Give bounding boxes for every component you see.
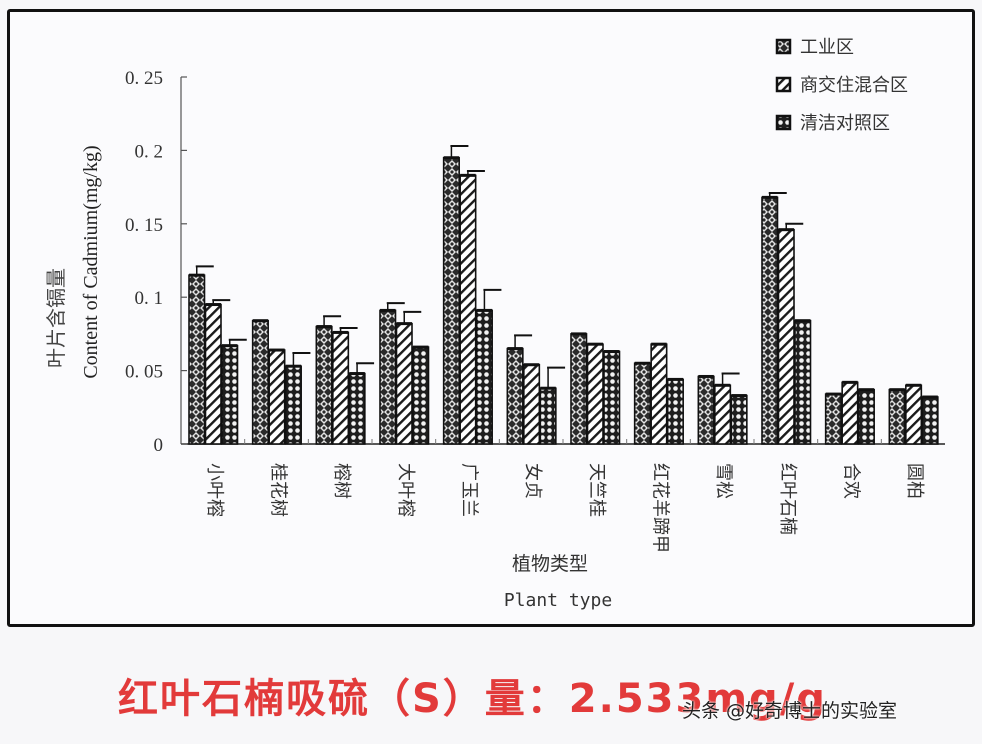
- bar: [857, 388, 875, 445]
- x-tick-label: 合欢: [841, 463, 862, 499]
- bar: [188, 274, 206, 445]
- bar: [475, 309, 493, 445]
- legend-label: 工业区: [800, 37, 854, 58]
- watermark: 头条 @好奇博士的实验室: [682, 700, 898, 722]
- y-tick-label: 0. 25: [125, 68, 163, 89]
- bar: [761, 196, 779, 445]
- bar: [586, 343, 604, 445]
- y-tick-label: 0. 1: [135, 288, 164, 309]
- y-axis-title-en: Content of Cadmium(mg/kg): [80, 145, 102, 378]
- bar: [442, 156, 460, 445]
- bar: [395, 322, 413, 445]
- legend-label: 商交住混合区: [800, 75, 908, 96]
- x-axis-title-zh: 植物类型: [512, 553, 588, 575]
- bar: [714, 384, 732, 445]
- bar: [204, 303, 222, 445]
- x-tick-label: 红花羊蹄甲: [650, 463, 671, 553]
- x-tick-label: 榕树: [331, 463, 352, 499]
- bar: [284, 365, 302, 445]
- x-tick-label: 圆柏: [904, 463, 925, 499]
- bar: [268, 349, 286, 445]
- x-tick-label: 大叶榕: [395, 463, 416, 517]
- bar: [905, 384, 923, 445]
- bar: [841, 381, 859, 445]
- legend-label: 清洁对照区: [800, 113, 890, 134]
- bar: [921, 396, 939, 445]
- y-tick-label: 0. 05: [125, 362, 163, 383]
- bar: [730, 394, 748, 445]
- bar: [539, 387, 557, 445]
- bar: [603, 350, 621, 445]
- bar: [412, 346, 430, 445]
- x-tick-label: 女贞: [522, 463, 543, 499]
- bar: [459, 174, 477, 445]
- y-tick-label: 0. 15: [125, 215, 163, 236]
- y-tick-label: 0: [154, 435, 164, 456]
- bar: [506, 347, 524, 445]
- bar: [777, 228, 795, 445]
- bar: [348, 372, 366, 445]
- legend-swatch: [775, 38, 792, 55]
- bar: [221, 344, 239, 445]
- bar: [633, 362, 651, 445]
- bar: [650, 343, 668, 445]
- x-axis-title-en: Plant type: [504, 590, 612, 611]
- legend-swatch: [775, 76, 792, 93]
- bar: [666, 378, 684, 445]
- x-tick-label: 广玉兰: [459, 463, 480, 517]
- bar: [379, 309, 397, 445]
- x-tick-label: 雪松: [713, 463, 734, 499]
- bar-chart: 0 0. 05 0. 1 0. 15 0. 2 0. 25 Content of Cadm…: [44, 37, 945, 611]
- bar: [570, 333, 588, 445]
- x-tick-label: 桂花树: [268, 463, 289, 517]
- x-tick-label: 红叶石楠: [777, 463, 798, 535]
- y-axis-title-zh: 叶片含镉量: [44, 268, 68, 368]
- bar: [794, 319, 812, 445]
- x-tick-label: 小叶榕: [204, 463, 225, 517]
- caption-banner: 红叶石楠吸硫（S）量：2.533mg/g: [0, 660, 982, 722]
- x-tick-label: 天竺桂: [586, 463, 607, 517]
- y-tick-label: 0. 2: [135, 141, 164, 162]
- bar: [824, 393, 842, 445]
- bar: [888, 388, 906, 445]
- caption-text: 红叶石楠吸硫（S）量：2.533mg/g: [118, 676, 827, 722]
- legend-swatch: [775, 114, 792, 131]
- bar: [697, 375, 715, 445]
- bar: [315, 325, 333, 445]
- bar: [332, 331, 350, 445]
- bar: [251, 319, 269, 445]
- bar: [523, 363, 541, 445]
